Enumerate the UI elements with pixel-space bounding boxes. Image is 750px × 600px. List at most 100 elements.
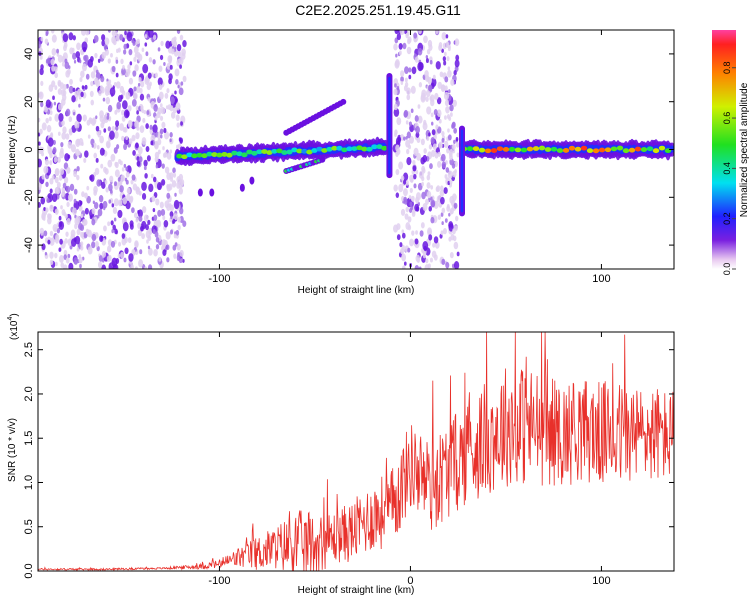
noise-blob <box>46 197 50 203</box>
trace-peak <box>281 150 288 155</box>
noise-blob <box>145 51 149 57</box>
noise-blob <box>115 81 121 89</box>
noise-blob <box>409 135 414 144</box>
noise-blob <box>444 85 448 91</box>
noise-blob <box>38 141 41 146</box>
noise-blob <box>125 179 129 185</box>
spectrogram-panel: -100 0 100 -40 -20 0 20 40 Height of straight … <box>7 29 675 296</box>
noise-blob <box>455 54 460 61</box>
noise-blob <box>143 165 147 171</box>
noise-blob <box>400 247 405 255</box>
noise-blob <box>151 195 156 202</box>
noise-blob <box>418 82 423 88</box>
noise-blob <box>451 163 456 169</box>
noise-blob <box>143 214 149 222</box>
snr-x-ticks: -100 0 100 <box>208 332 611 587</box>
noise-blob <box>443 60 447 66</box>
noise-blob <box>440 230 444 236</box>
trace-peak <box>376 144 383 150</box>
trace-peak <box>291 147 298 153</box>
noise-blob <box>92 200 96 205</box>
noise-blob <box>180 81 184 86</box>
noise-blob <box>41 243 46 251</box>
noise-blob <box>43 105 49 113</box>
noise-blob <box>67 238 73 247</box>
noise-blob <box>131 207 135 214</box>
noise-blob <box>134 120 140 129</box>
noise-blob <box>443 187 448 195</box>
noise-blob <box>123 43 128 50</box>
noise-blob <box>59 255 64 263</box>
noise-blob <box>65 70 70 78</box>
noise-blob <box>91 218 96 226</box>
noise-blob <box>51 193 58 203</box>
noise-blob <box>157 77 163 86</box>
noise-blob <box>138 259 144 268</box>
noise-blob <box>93 189 98 196</box>
noise-blob <box>52 139 56 146</box>
trace-peak <box>592 148 600 154</box>
noise-blob <box>437 214 441 220</box>
noise-blob <box>135 142 139 149</box>
noise-blob <box>136 110 139 115</box>
noise-blob <box>152 59 156 65</box>
noise-blob <box>442 227 447 235</box>
noise-blob <box>49 159 53 166</box>
trace-peak <box>201 153 208 159</box>
noise-blob <box>400 70 405 77</box>
noise-blob <box>82 256 85 261</box>
trace-peak <box>311 148 318 153</box>
noise-blob <box>401 232 406 239</box>
noise-blob <box>144 76 150 85</box>
noise-blob <box>439 71 444 78</box>
trace-peak <box>634 146 642 152</box>
noise-blob <box>124 236 128 244</box>
noise-blob <box>149 124 153 130</box>
noise-blob <box>86 195 91 204</box>
noise-blob <box>67 141 73 149</box>
noise-blob <box>397 136 402 143</box>
noise-blob <box>76 166 80 172</box>
noise-blob <box>44 38 49 45</box>
noise-blob <box>47 146 53 155</box>
noise-blob <box>87 229 92 238</box>
noise-blob <box>141 232 145 240</box>
noise-blob <box>447 180 451 186</box>
noise-blob <box>56 48 60 54</box>
noise-blob <box>449 148 454 155</box>
noise-blob <box>430 199 436 208</box>
noise-blob <box>116 101 122 110</box>
trace-peak <box>640 147 648 152</box>
noise-blob <box>178 57 184 65</box>
noise-blob <box>445 261 450 269</box>
noise-blob <box>111 125 116 132</box>
trace-peak <box>296 148 303 154</box>
spike-core <box>460 129 464 213</box>
noise-blob <box>112 206 118 214</box>
noise-blob <box>134 64 139 72</box>
noise-blob <box>438 118 442 124</box>
noise-blob <box>157 47 161 52</box>
noise-blob <box>94 167 100 176</box>
noise-blob <box>441 161 447 169</box>
noise-blob <box>115 35 120 42</box>
noise-blob <box>89 215 93 220</box>
noise-blob <box>54 252 58 259</box>
noise-blob <box>420 92 426 101</box>
noise-blob <box>440 185 444 192</box>
noise-blob <box>137 229 142 237</box>
noise-blob <box>70 229 76 238</box>
noise-blob <box>177 50 182 58</box>
noise-blob <box>158 91 164 100</box>
noise-blob <box>58 220 65 230</box>
noise-blob <box>81 30 87 36</box>
noise-blob <box>141 181 147 192</box>
colorbar-ticks: 0.0 0.2 0.4 0.6 0.8 <box>722 61 736 275</box>
noise-blob <box>409 201 413 207</box>
noise-blob <box>63 176 69 184</box>
noise-blob <box>84 84 88 90</box>
noise-blob <box>80 241 84 247</box>
noise-blob <box>155 244 160 250</box>
noise-blob <box>53 156 58 163</box>
noise-blob <box>408 74 412 80</box>
